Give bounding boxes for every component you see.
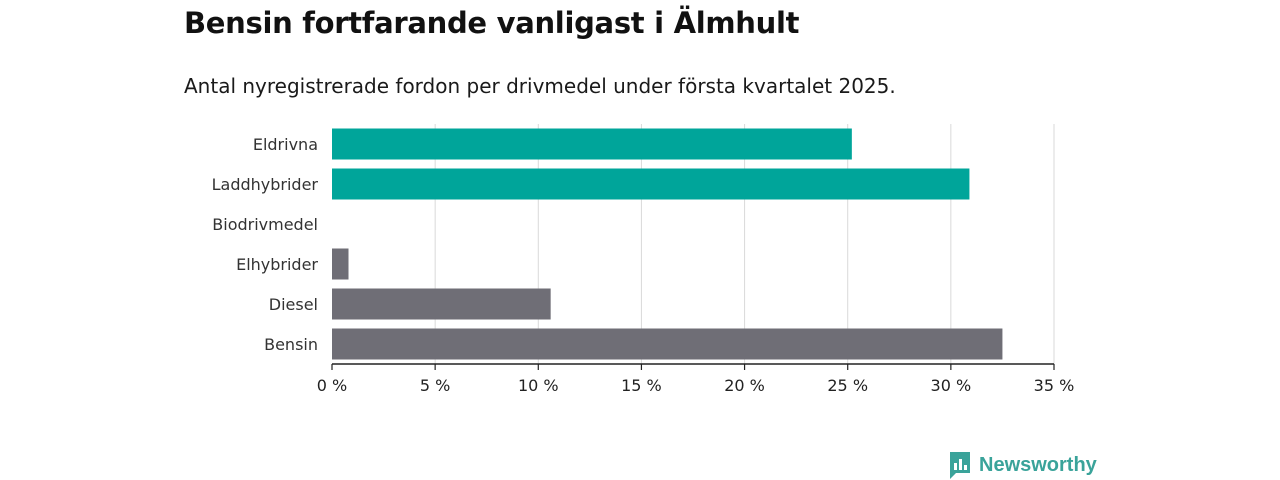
x-tick-label: 5 %	[420, 376, 450, 395]
category-label: Diesel	[269, 295, 318, 314]
bars	[332, 128, 1003, 360]
chart-subtitle: Antal nyregistrerade fordon per drivmede…	[184, 74, 896, 98]
chart-title: Bensin fortfarande vanligast i Älmhult	[184, 6, 800, 40]
x-tick-label: 30 %	[931, 376, 972, 395]
category-label: Biodrivmedel	[212, 215, 318, 234]
category-labels: Eldrivna Laddhybrider Biodrivmedel Elhybrid…	[212, 135, 319, 354]
category-label: Laddhybrider	[212, 175, 319, 194]
category-label: Bensin	[264, 335, 318, 354]
bar	[332, 288, 551, 320]
bar-chart-bubble-icon	[950, 452, 970, 479]
grid-lines	[434, 124, 1055, 364]
bar	[332, 168, 970, 200]
x-tick-label: 10 %	[518, 376, 559, 395]
x-tick-label: 20 %	[724, 376, 765, 395]
newsworthy-logo: Newsworthy	[948, 450, 1097, 480]
bar	[332, 328, 1003, 360]
bar-chart: Eldrivna Laddhybrider Biodrivmedel Elhybrid…	[212, 124, 1075, 395]
bar	[332, 128, 852, 160]
x-axis: 0 % 5 % 10 % 15 % 20 % 25 % 30 % 35 %	[317, 363, 1075, 395]
x-tick-label: 25 %	[827, 376, 868, 395]
bar	[332, 248, 349, 280]
x-tick-label: 35 %	[1034, 376, 1075, 395]
brand-name: Newsworthy	[979, 454, 1097, 476]
x-tick-label: 0 %	[317, 376, 347, 395]
category-label: Elhybrider	[236, 255, 318, 274]
category-label: Eldrivna	[253, 135, 318, 154]
x-tick-label: 15 %	[621, 376, 662, 395]
